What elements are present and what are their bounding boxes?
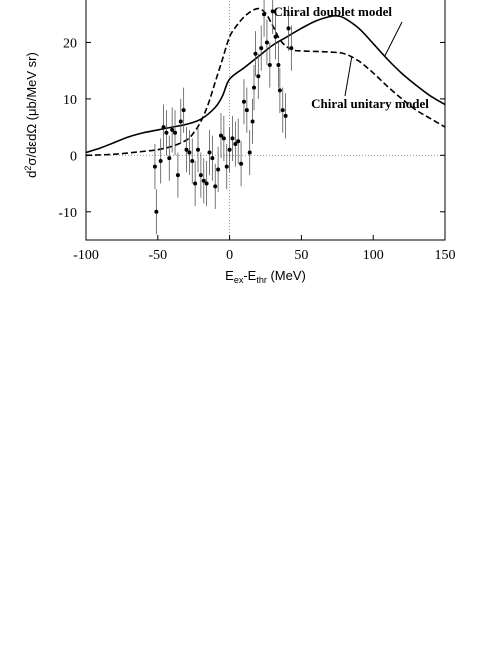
- data-point: [239, 161, 244, 166]
- x-tick-label: 50: [294, 248, 308, 263]
- y-tick-label: 20: [63, 36, 77, 51]
- annotation-leader: [344, 57, 353, 97]
- data-point: [256, 74, 261, 79]
- data-point: [175, 173, 180, 178]
- data-point: [227, 147, 232, 152]
- plot-frame: [85, 0, 446, 241]
- series-line-1: [86, 7, 445, 157]
- data-point: [253, 51, 258, 56]
- data-point: [152, 164, 157, 169]
- annotation-label: Chiral doublet model: [274, 4, 393, 19]
- series-line-0: [86, 14, 445, 154]
- series-layer: [86, 7, 445, 157]
- data-point: [283, 113, 288, 118]
- data-point: [173, 130, 178, 135]
- data-point: [286, 26, 291, 31]
- data-point: [264, 40, 269, 45]
- data-point: [277, 88, 282, 93]
- data-point: [184, 147, 189, 152]
- data-point: [273, 34, 278, 39]
- data-point: [218, 133, 223, 138]
- data-point: [267, 63, 272, 68]
- data-point: [158, 158, 163, 163]
- y-axis-label: d2σ/dεdΩ (μb/MeV sr): [23, 52, 39, 178]
- data-point: [164, 130, 169, 135]
- data-point: [270, 9, 275, 14]
- y-tick-label: 0: [70, 149, 77, 164]
- data-point: [221, 136, 226, 141]
- annotation-leader: [384, 21, 403, 57]
- data-point: [216, 167, 221, 172]
- data-point: [204, 181, 209, 186]
- data-point: [224, 164, 229, 169]
- data-point: [178, 119, 183, 124]
- x-tick-label: 150: [435, 248, 456, 263]
- x-tick-label: 100: [363, 248, 384, 263]
- data-point: [170, 127, 175, 132]
- data-point: [247, 150, 252, 155]
- data-point: [236, 139, 241, 144]
- data-point: [196, 147, 201, 152]
- x-tick-label: 0: [226, 248, 233, 263]
- data-point: [167, 156, 172, 161]
- y-tick-label: 10: [63, 93, 77, 108]
- data-point: [244, 108, 249, 113]
- data-point: [161, 125, 166, 130]
- x-axis-label: Eex-Ethr (MeV): [225, 268, 306, 285]
- data-point: [262, 12, 267, 17]
- data-point: [233, 142, 238, 147]
- data-point: [198, 173, 203, 178]
- x-tick-label: -100: [73, 248, 99, 263]
- data-point: [181, 108, 186, 113]
- data-point: [250, 119, 255, 124]
- data-point: [252, 85, 257, 90]
- data-point: [280, 108, 285, 113]
- data-points: [152, 0, 294, 235]
- data-point: [289, 46, 294, 51]
- data-point: [213, 184, 218, 189]
- data-point: [193, 181, 198, 186]
- data-point: [210, 156, 215, 161]
- data-point: [187, 150, 192, 155]
- data-point: [154, 209, 159, 214]
- x-tick-label: -50: [148, 248, 167, 263]
- data-point: [276, 63, 281, 68]
- data-point: [230, 136, 235, 141]
- y-tick-label: -10: [58, 206, 77, 221]
- reference-lines: [86, 0, 445, 240]
- data-point: [190, 158, 195, 163]
- data-point: [207, 150, 212, 155]
- annotations: Chiral doublet model Chiral unitary model: [274, 4, 430, 111]
- data-point: [241, 99, 246, 104]
- data-point: [201, 178, 206, 183]
- data-point: [259, 46, 264, 51]
- annotation-label: Chiral unitary model: [311, 96, 429, 111]
